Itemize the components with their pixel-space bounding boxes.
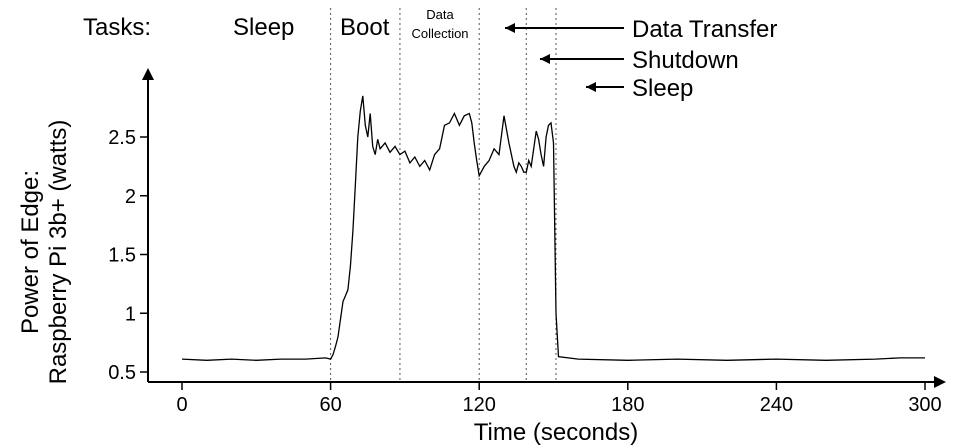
x-tick-label: 180: [611, 394, 644, 416]
phase-label-data-collection-line2: Collection: [411, 26, 468, 41]
y-tick-label: 1: [125, 303, 136, 325]
x-tick-label: 0: [176, 394, 187, 416]
x-axis-label: Time (seconds): [474, 419, 638, 445]
annotation-sleep: Sleep: [632, 75, 693, 102]
x-axis-arrow: [934, 376, 946, 388]
annotation-shutdown: Shutdown: [632, 47, 739, 74]
y-tick-label: 0.5: [108, 362, 136, 384]
x-tick-label: 240: [760, 394, 793, 416]
tasks-label: Tasks:: [83, 14, 151, 41]
x-tick-label: 120: [463, 394, 496, 416]
arrow-shutdown-head: [540, 54, 550, 64]
phase-label-sleep: Sleep: [233, 14, 294, 41]
y-tick-label: 1.5: [108, 245, 136, 267]
y-tick-label: 2.5: [108, 127, 136, 149]
x-tick-label: 60: [319, 394, 341, 416]
arrow-sleep-head: [586, 82, 596, 92]
y-tick-label: 2: [125, 186, 136, 208]
phase-label-data-collection-line1: Data: [426, 7, 454, 22]
y-axis-label-line2: Raspberry Pi 3b+ (watts): [45, 120, 72, 385]
power-series-line: [181, 95, 925, 361]
phase-label-boot: Boot: [340, 14, 390, 41]
y-axis-label-line1: Power of Edge:: [17, 170, 44, 334]
arrow-data-transfer-head: [505, 23, 515, 33]
annotation-data-transfer: Data Transfer: [632, 16, 777, 43]
x-tick-label: 300: [908, 394, 941, 416]
y-axis-arrow: [142, 68, 154, 80]
